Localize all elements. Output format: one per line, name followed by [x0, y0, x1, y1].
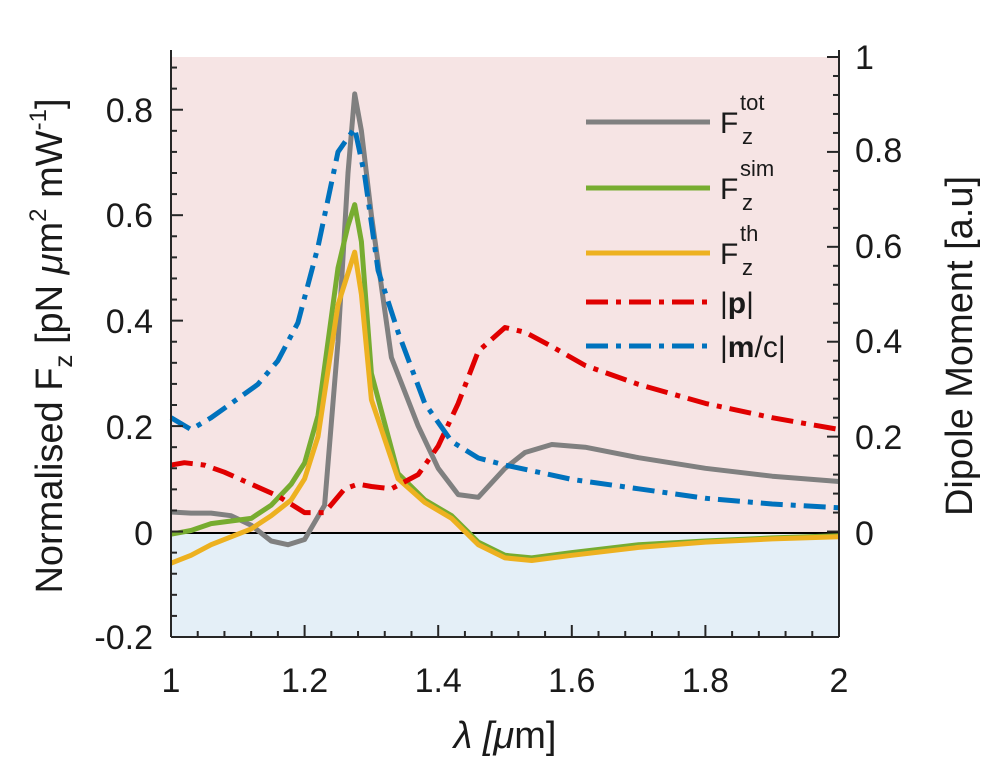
legend-fsim-base: F [720, 173, 738, 206]
negative-force-region [171, 533, 839, 637]
y-right-tick-label: 1 [855, 39, 874, 77]
x-axis-title: λ [μm] [452, 715, 557, 757]
y-left-tick-label: 0.4 [106, 303, 153, 341]
y-right-axis-title: Dipole Moment [a.u] [939, 176, 981, 516]
series-line-2 [170, 249, 840, 566]
legend-p-pre: | [720, 287, 728, 320]
x-tick-label: 1.8 [682, 662, 729, 700]
ylabel-mw: mW [29, 130, 71, 208]
y-right-tick-label: 0 [855, 515, 874, 553]
series-line-4 [169, 125, 840, 511]
ylabel-m: m [29, 222, 71, 254]
legend-m-post: /c| [754, 331, 785, 364]
ylabel-mu: μ [29, 253, 71, 275]
x-tick-label: 1.2 [281, 662, 328, 700]
legend-ftot-sup: tot [740, 90, 764, 115]
positive-force-region [171, 57, 839, 533]
ylabel-end: ] [29, 98, 71, 109]
y-right-tick-labels: 0 0.2 0.4 0.6 0.8 1 [855, 39, 902, 553]
y-left-axis-title: Normalised Fz [pN μm2 mW-1] [25, 98, 78, 593]
ylabel-supm1: -1 [25, 109, 52, 130]
y-right-axis-title-group: Dipole Moment [a.u] [939, 176, 981, 516]
x-axis-title-pre: λ [ [452, 715, 497, 757]
y-right-tick-label: 0.8 [855, 132, 902, 170]
legend-ftot-base: F [720, 107, 738, 140]
y-right-tick-label: 0.6 [855, 228, 902, 266]
series-layer [169, 91, 840, 566]
legend-fth-base: F [720, 238, 738, 271]
legend-p-bold: p [728, 287, 746, 320]
ylabel-mid: [pN [29, 274, 71, 354]
legend-label-m: |m/c| [720, 331, 786, 364]
legend-ftot-sub: z [742, 124, 753, 149]
y-left-tick-label: 0.8 [106, 92, 153, 130]
x-tick-label: 1.6 [548, 662, 595, 700]
series-line-0 [170, 91, 840, 548]
legend-m-bold: m [728, 331, 755, 364]
ylabel-sup2: 2 [25, 208, 52, 221]
y-left-axis-title-group: Normalised Fz [pN μm2 mW-1] [25, 98, 78, 593]
y-left-tick-label: 0.2 [106, 409, 153, 447]
y-left-tick-label: -0.2 [94, 619, 153, 657]
legend-fth-sub: z [742, 255, 753, 280]
legend-label-p: |p| [720, 287, 754, 320]
legend-fsim-sup: sim [740, 156, 774, 181]
x-tick-label: 1 [162, 662, 181, 700]
y-left-tick-labels: -0.2 0 0.2 0.4 0.6 0.8 [94, 92, 153, 657]
y-right-tick-label: 0.2 [855, 419, 902, 457]
series-line-3 [170, 325, 840, 516]
ylabel-pre: Normalised F [29, 368, 71, 594]
y-left-tick-label: 0 [134, 515, 153, 553]
x-axis-title-mu: μ [492, 715, 514, 757]
x-axis-title-post: m] [514, 715, 556, 757]
x-tick-labels: 1 1.2 1.4 1.6 1.8 2 [162, 662, 849, 700]
series-line-1 [170, 202, 840, 561]
x-tick-label: 2 [830, 662, 849, 700]
y-right-tick-label: 0.4 [855, 323, 902, 361]
ylabel-sub: z [48, 355, 78, 368]
y-left-tick-label: 0.6 [106, 197, 153, 235]
ticks-layer [170, 50, 840, 638]
legend-fsim-sub: z [742, 190, 753, 215]
x-tick-label: 1.4 [415, 662, 462, 700]
legend-fth-sup: th [740, 221, 758, 246]
legend-m-pre: | [720, 331, 728, 364]
legend-p-post: | [746, 287, 754, 320]
